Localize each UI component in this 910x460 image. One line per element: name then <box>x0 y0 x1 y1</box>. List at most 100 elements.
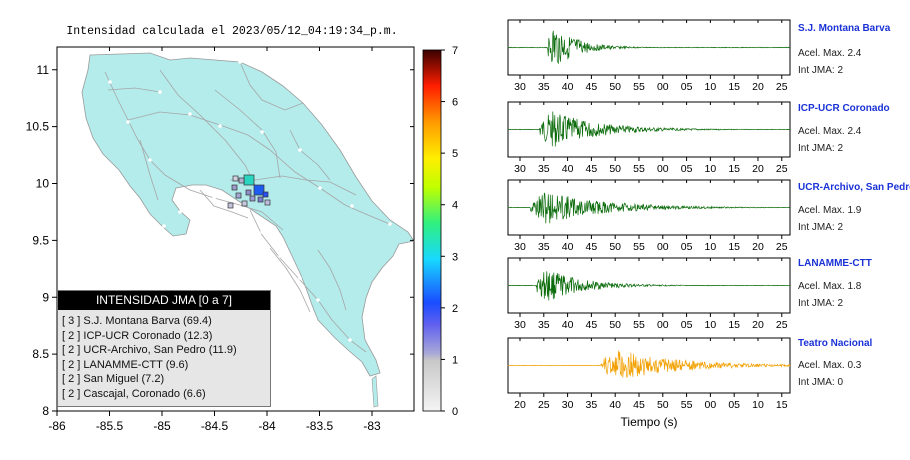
station-name: LANAMME-CTT <box>798 258 872 269</box>
trace-tick-label: 55 <box>633 241 645 253</box>
trace-tick-label: 05 <box>681 163 693 175</box>
trace-tick-label: 30 <box>514 241 526 253</box>
colorbar-tick-label: 1 <box>452 354 458 366</box>
trace-tick-label: 25 <box>538 399 550 411</box>
station-accel: Acel. Max. 0.3 <box>798 360 862 371</box>
trace-tick-label: 55 <box>633 319 645 331</box>
station-jma: Int JMA: 0 <box>798 377 844 388</box>
trace-tick-label: 20 <box>752 319 764 331</box>
station-accel: Acel. Max. 1.8 <box>798 281 862 292</box>
trace-tick-label: 50 <box>609 319 621 331</box>
trace-tick-label: 00 <box>657 81 669 93</box>
trace-tick-label: 40 <box>562 163 574 175</box>
trace-tick-label: 45 <box>633 399 645 411</box>
trace-tick-label: 05 <box>681 319 693 331</box>
trace-tick-label: 35 <box>538 319 550 331</box>
legend-title: INTENSIDAD JMA [0 a 7] <box>58 291 270 310</box>
trace-tick-label: 20 <box>752 81 764 93</box>
trace-tick-label: 25 <box>776 81 788 93</box>
legend-entry: [ 2 ] UCR-Archivo, San Pedro (11.9) <box>62 344 237 356</box>
trace-tick-label: 05 <box>728 399 740 411</box>
station-markers <box>227 174 271 209</box>
trace-tick-label: 15 <box>728 319 740 331</box>
x-tick-label: -85.5 <box>96 419 124 433</box>
y-tick-label: 11 <box>37 63 50 77</box>
colorbar-tick-label: 4 <box>452 200 458 212</box>
colorbar-ticks: 0 1 2 3 4 5 6 7 <box>441 45 458 418</box>
station-jma: Int JMA: 2 <box>798 65 844 76</box>
station-name: ICP-UCR Coronado <box>798 103 890 114</box>
legend-entry: [ 2 ] LANAMME-CTT (9.6) <box>62 358 189 371</box>
map-x-axis: -86 -85.5 -85 -84.5 -84 -83.5 -83 <box>48 47 381 433</box>
trace-tick-label: 40 <box>562 319 574 331</box>
trace-tick-label: 55 <box>633 81 645 93</box>
trace-tick-label: 15 <box>728 241 740 253</box>
station-accel: Acel. Max. 2.4 <box>798 126 862 137</box>
trace-tick-label: 30 <box>514 163 526 175</box>
trace-tick-label: 50 <box>609 163 621 175</box>
trace-tick-label: 30 <box>514 81 526 93</box>
trace-tick-label: 35 <box>538 241 550 253</box>
trace-tick-label: 20 <box>752 163 764 175</box>
costa-rica-landmass <box>81 52 415 408</box>
map-y-axis: 8 8.5 9 9.5 10 10.5 11 <box>26 63 414 418</box>
trace-tick-label: 25 <box>776 241 788 253</box>
trace-line <box>507 111 791 147</box>
legend-entry: [ 2 ] San Miguel (7.2) <box>62 373 165 385</box>
trace-tick-label: 45 <box>586 319 598 331</box>
station-name: S.J. Montana Barva <box>798 23 891 34</box>
trace-tick-label: 45 <box>586 163 598 175</box>
trace-tick-label: 35 <box>538 163 550 175</box>
trace-tick-label: 05 <box>681 81 693 93</box>
station-accel: Acel. Max. 1.9 <box>798 205 862 216</box>
y-tick-label: 9.5 <box>32 233 49 247</box>
station-jma: Int JMA: 2 <box>798 222 844 233</box>
town-dots <box>108 60 392 342</box>
trace-tick-label: 35 <box>538 81 550 93</box>
trace-tick-label: 00 <box>657 163 669 175</box>
colorbar-tick-label: 7 <box>452 45 458 57</box>
station-name: Teatro Nacional <box>798 338 873 349</box>
trace-line <box>507 30 791 64</box>
map-title: Intensidad calculada el 2023/05/12_04:19… <box>66 25 397 38</box>
trace-tick-label: 10 <box>752 399 764 411</box>
trace-tick-label: 20 <box>514 399 526 411</box>
trace-tick-label: 45 <box>586 241 598 253</box>
trace-tick-label: 40 <box>562 81 574 93</box>
x-tick-label: -84.5 <box>201 419 229 433</box>
legend-entry: [ 2 ] Cascajal, Coronado (6.6) <box>62 387 206 400</box>
colorbar-tick-label: 0 <box>452 406 458 418</box>
x-tick-label: -83.5 <box>306 419 334 433</box>
trace-tick-label: 50 <box>609 81 621 93</box>
trace-line <box>507 350 791 379</box>
colorbar-tick-label: 3 <box>452 251 458 263</box>
trace-tick-label: 15 <box>728 163 740 175</box>
colorbar-tick-label: 5 <box>452 148 458 160</box>
colorbar <box>422 49 442 412</box>
y-tick-label: 8.5 <box>32 347 49 361</box>
y-tick-label: 10 <box>36 177 50 191</box>
trace-tick-label: 50 <box>657 399 669 411</box>
legend-entry: [ 2 ] ICP-UCR Coronado (12.3) <box>62 329 213 342</box>
station-name: UCR-Archivo, San Pedro <box>798 182 910 193</box>
x-tick-label: -86 <box>48 419 66 433</box>
y-tick-label: 8 <box>42 404 49 418</box>
trace-tick-label: 45 <box>586 81 598 93</box>
trace-tick-label: 30 <box>514 319 526 331</box>
trace-tick-label: 40 <box>562 241 574 253</box>
seismograms: 30 35 40 45 50 55 00 05 10 15 20 25 30 35 40 45 50 55 00 05… <box>507 19 791 429</box>
colorbar-tick-label: 2 <box>452 303 458 315</box>
trace-tick-label: 00 <box>657 319 669 331</box>
trace-tick-label: 55 <box>681 399 693 411</box>
trace-tick-label: 50 <box>609 241 621 253</box>
trace-tick-label: 00 <box>657 241 669 253</box>
trace-tick-label: 55 <box>633 163 645 175</box>
trace-tick-label: 00 <box>705 399 717 411</box>
trace-tick-label: 15 <box>776 399 788 411</box>
trace-tick-label: 15 <box>728 81 740 93</box>
x-axis-title: Tiempo (s) <box>621 415 678 429</box>
trace-tick-label: 25 <box>776 319 788 331</box>
trace-tick-label: 40 <box>609 399 621 411</box>
trace-tick-label: 30 <box>562 399 574 411</box>
